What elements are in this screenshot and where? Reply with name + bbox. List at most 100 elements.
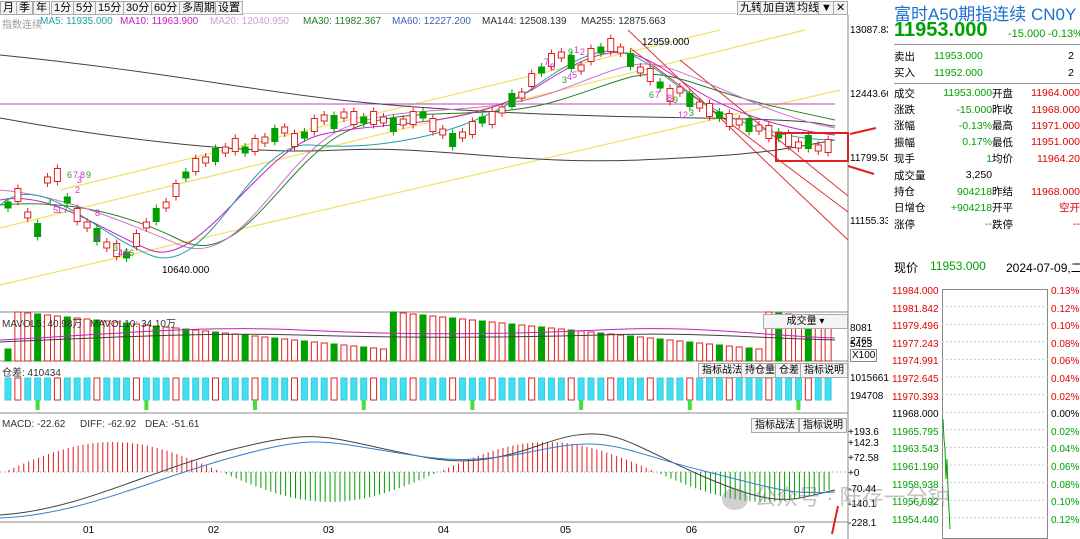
stat-row: 现手 1 均价 11964.20 <box>894 152 1080 166</box>
candle-body <box>300 131 308 139</box>
close-icon[interactable]: ✕ <box>833 1 849 15</box>
tab-60min[interactable]: 60分 <box>151 1 181 15</box>
intraday-price-tick: 11961.190 <box>892 462 939 473</box>
oi-tick: 194708 <box>850 391 884 402</box>
oi-bar <box>775 377 783 401</box>
channel-line <box>629 47 849 213</box>
intraday-price-tick: 11954.440 <box>892 514 939 526</box>
tab-5min[interactable]: 5分 <box>73 1 97 15</box>
tab-1min[interactable]: 1分 <box>51 1 75 15</box>
td-label: 5 <box>53 205 59 215</box>
ma-line <box>0 117 836 162</box>
oi-position-button[interactable]: 持仓量 <box>741 363 779 378</box>
candle-body <box>617 46 625 54</box>
oi-bar <box>103 377 111 401</box>
oi-strategy-button[interactable]: 指标战法 <box>698 363 746 378</box>
tab-multi-period[interactable]: 多周期 <box>179 1 218 15</box>
candle-body <box>83 221 91 229</box>
vol-tick: 8081 <box>850 323 873 334</box>
volume-bar <box>132 323 140 362</box>
oi-bar <box>755 377 763 401</box>
volume-bar <box>498 322 506 362</box>
volume-bar <box>567 329 575 362</box>
oi-bar <box>636 377 644 401</box>
volume-bar <box>192 329 200 362</box>
volume-bar <box>725 345 733 362</box>
candle-body <box>93 228 101 242</box>
ma5-line <box>0 50 836 259</box>
volume-bar <box>636 336 644 362</box>
volume-bar <box>656 338 664 362</box>
channel-line <box>59 29 721 191</box>
oi-bar <box>162 377 170 401</box>
td-label: 7 <box>544 57 550 67</box>
macd-help-button[interactable]: 指标说明 <box>799 418 847 433</box>
candle-body <box>152 208 160 222</box>
oi-bar <box>360 377 368 401</box>
oi-bar <box>706 377 714 401</box>
volume-bar <box>4 348 12 362</box>
oi-bar <box>459 377 467 401</box>
channel-line <box>679 59 849 197</box>
candle-body <box>794 141 802 149</box>
change-value: -15.000 <box>1008 28 1046 40</box>
tab-30min[interactable]: 30分 <box>123 1 153 15</box>
oi-bar <box>824 377 832 401</box>
intraday-pct-tick: 0.06% <box>1051 356 1080 368</box>
volume-bar <box>251 335 259 362</box>
intraday-chart[interactable] <box>942 289 1048 539</box>
volume-bar <box>241 334 249 362</box>
volume-bar <box>152 325 160 362</box>
oi-help-button[interactable]: 指标说明 <box>800 363 848 378</box>
volume-bar <box>44 314 52 362</box>
oi-bar <box>488 377 496 401</box>
mavol10-label: MAVOL10: 34.10万 <box>90 319 176 330</box>
oi-tick: 1015661 <box>850 373 889 384</box>
td-label: 9 <box>673 95 679 105</box>
volume-bar <box>528 325 536 362</box>
oi-bar <box>182 377 190 401</box>
ask-row[interactable]: 卖出 11953.000 2 <box>894 50 1074 63</box>
volume-bar <box>291 339 299 362</box>
bid-row[interactable]: 买入 11952.000 2 <box>894 66 1074 80</box>
tab-quarter[interactable]: 季 <box>16 1 33 15</box>
oi-bar <box>261 377 269 401</box>
candle-body <box>251 138 259 152</box>
add-watchlist-button[interactable]: 加自选 <box>760 1 799 15</box>
td-label: 9 <box>95 233 101 243</box>
oi-diff-bar <box>687 400 692 410</box>
candle-body <box>449 133 457 147</box>
macd-strategy-button[interactable]: 指标战法 <box>751 418 799 433</box>
tab-15min[interactable]: 15分 <box>95 1 125 15</box>
ma10-line <box>0 52 836 253</box>
last-price: 11953.000 <box>894 19 988 41</box>
candle-body <box>557 51 565 59</box>
oi-diff-button[interactable]: 仓差 <box>775 363 803 378</box>
mavol10-line <box>0 333 836 343</box>
volume-bar <box>468 319 476 362</box>
indicator-selector[interactable]: 成交量 ▾ <box>763 314 848 329</box>
ma30-line <box>0 73 836 247</box>
macd-tick: -70.44 <box>848 484 877 495</box>
intraday-price-tick: 11972.645 <box>892 374 939 385</box>
arrow-macd <box>831 505 839 535</box>
intraday-price-tick: 11963.543 <box>892 444 939 456</box>
intraday-pct-tick: 0.02% <box>1051 426 1080 438</box>
candle-body <box>439 128 447 136</box>
candle-body <box>172 183 180 197</box>
candle-body <box>607 38 615 52</box>
td-label: 4 <box>567 72 573 82</box>
tab-settings[interactable]: 设置 <box>215 1 243 15</box>
dea-label: DEA: -51.61 <box>145 419 200 430</box>
tab-year[interactable]: 年 <box>33 1 50 15</box>
candle-body <box>231 138 239 152</box>
candle-body <box>212 148 219 162</box>
candle-body <box>409 111 417 125</box>
oi-bar <box>44 377 52 401</box>
quote-stats: 成交 11953.000 开盘 11964.000 涨跌 -15.000 昨收 11968.0… <box>894 85 1080 233</box>
oi-bar <box>24 377 32 401</box>
volume-bar <box>676 340 684 362</box>
volume-bar <box>508 323 516 362</box>
macd-tick: +193.6 <box>848 427 879 438</box>
